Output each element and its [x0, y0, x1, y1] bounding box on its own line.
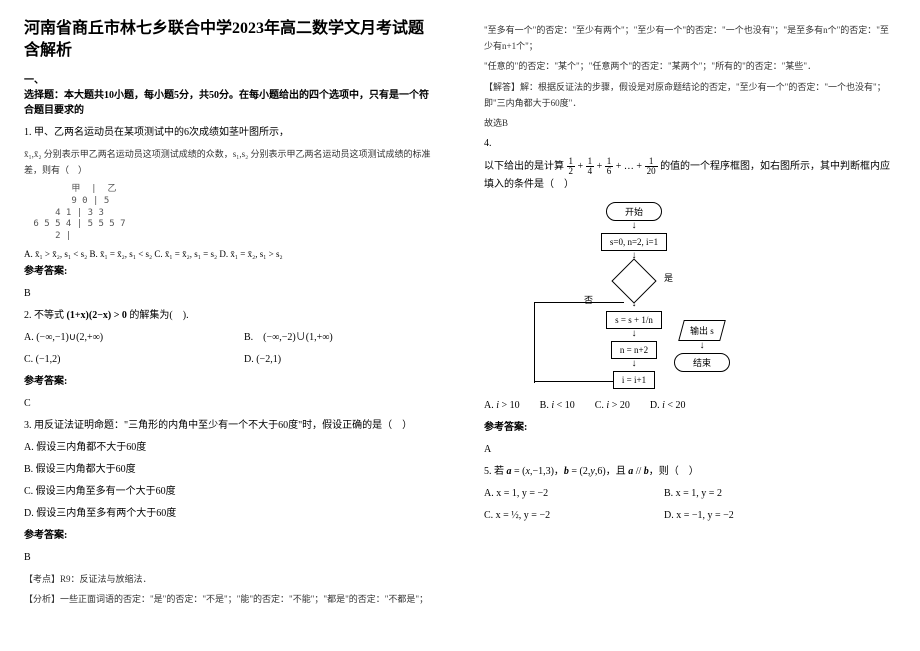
- r-text-1: "至多有一个"的否定："至少有两个"；"至少有一个"的否定："一个也没有"；"是…: [484, 22, 896, 54]
- frac-1-2: 12: [567, 157, 576, 176]
- fc-no-label: 否: [584, 293, 593, 306]
- q3-keypoint: 【考点】R9：反证法与放缩法．: [24, 571, 436, 587]
- fc-step1: s = s + 1/n: [606, 311, 662, 329]
- answer-label-1: 参考答案:: [24, 263, 436, 281]
- q3-analysis: 【分析】一些正面词语的否定："是"的否定："不是"；"能"的否定："不能"；"都…: [24, 591, 436, 607]
- q2-optD: D. (−2,1): [244, 351, 281, 369]
- fc-loop-top: [534, 302, 624, 304]
- stem-leaf-plot: 甲 | 乙 9 0 | 5 4 1 | 3 3 6 5 5 4 | 5 5 5 …: [28, 184, 436, 242]
- q5-row2: C. x = ½, y = −2 D. x = −1, y = −2: [484, 507, 896, 525]
- r-text-3: 【解答】解：根据反证法的步骤，假设是对原命题结论的否定，"至少有一个"的否定："…: [484, 79, 896, 111]
- q5-optA: A. x = 1, y = −2: [484, 485, 664, 503]
- q5-optC: C. x = ½, y = −2: [484, 507, 664, 525]
- q3-answer: B: [24, 549, 436, 567]
- fc-init: s=0, n=2, i=1: [601, 233, 667, 251]
- q5-text: 5. 若 a = (x,−1,3)，b = (2,y,6)，且 a // b，则…: [484, 463, 896, 481]
- fc-loop-line: [534, 302, 536, 383]
- fc-step2: n = n+2: [611, 341, 657, 359]
- doc-title: 河南省商丘市林七乡联合中学2023年高二数学文月考试题含解析: [24, 18, 436, 63]
- right-column: "至多有一个"的否定："至少有两个"；"至少有一个"的否定："一个也没有"；"是…: [460, 0, 920, 651]
- answer-label-4: 参考答案:: [484, 419, 896, 437]
- q5-row1: A. x = 1, y = −2 B. x = 1, y = 2: [484, 485, 896, 503]
- frac-1-4: 14: [586, 157, 595, 176]
- arrow-icon: ↓: [524, 221, 744, 233]
- diamond-icon: [611, 258, 656, 303]
- arrow-icon: ↓: [674, 341, 730, 353]
- q2-stem: 2. 不等式 (1+x)(2−x) > 0 的解集为( ).: [24, 310, 189, 321]
- left-column: 河南省商丘市林七乡联合中学2023年高二数学文月考试题含解析 一、 选择题：本大…: [0, 0, 460, 651]
- q1-options: A. x̄₁ > x̄₂, s₁ < s₂ B. x̄₁ = x̄₂, s₁ <…: [24, 249, 436, 259]
- q2-options-row2: C. (−1,2) D. (−2,1): [24, 351, 436, 369]
- q3-optC: C. 假设三内角至多有一个大于60度: [24, 483, 436, 501]
- q2-options-row1: A. (−∞,−1)∪(2,+∞) B. (−∞,−2)∪(1,+∞): [24, 329, 436, 347]
- q4-answer: A: [484, 441, 896, 459]
- fc-output: 输出 s: [678, 320, 725, 341]
- q3-optD: D. 假设三内角至多有两个大于60度: [24, 505, 436, 523]
- q4-text: 以下给出的是计算 12 + 14 + 16 + … + 120 的值的一个程序框…: [484, 157, 896, 194]
- q1-line2: x̄₁,x̄₂ 分别表示甲乙两名运动员这项测试成绩的众数，s₁,s₂ 分别表示甲…: [24, 146, 436, 178]
- q1-answer: B: [24, 285, 436, 303]
- section-1-heading: 一、 选择题：本大题共10小题，每小题5分，共50分。在每小题给出的四个选项中，…: [24, 73, 436, 118]
- q4-opts-text: A. i > 10 B. i < 10 C. i > 20 D. i < 20: [484, 400, 686, 411]
- q4-number: 4.: [484, 135, 896, 153]
- r-text-4: 故选B: [484, 115, 896, 131]
- q5-optD: D. x = −1, y = −2: [664, 507, 734, 525]
- q2-optA: A. (−∞,−1)∪(2,+∞): [24, 329, 244, 347]
- page: 河南省商丘市林七乡联合中学2023年高二数学文月考试题含解析 一、 选择题：本大…: [0, 0, 920, 651]
- fc-output-text: 输出 s: [690, 324, 714, 337]
- q3-text: 3. 用反证法证明命题："三角形的内角中至少有一个不大于60度"时，假设正确的是…: [24, 417, 436, 435]
- q2-answer: C: [24, 395, 436, 413]
- q4-options: A. i > 10 B. i < 10 C. i > 20 D. i < 20: [484, 397, 896, 415]
- q2-optC: C. (−1,2): [24, 351, 244, 369]
- q2-text: 2. 不等式 (1+x)(2−x) > 0 的解集为( ).: [24, 307, 436, 325]
- q3-optB: B. 假设三内角都大于60度: [24, 461, 436, 479]
- fc-decision: 否 是: [524, 265, 744, 299]
- flowchart: 开始 ↓ s=0, n=2, i=1 ↓ 否 是 输出 s ↓ 结束 ↓ s =…: [524, 202, 744, 389]
- fc-end: 结束: [674, 353, 730, 372]
- q5-optB: B. x = 1, y = 2: [664, 485, 722, 503]
- q2-optB: B. (−∞,−2)∪(1,+∞): [244, 329, 333, 347]
- frac-1-20: 120: [645, 157, 658, 176]
- frac-1-6: 16: [605, 157, 614, 176]
- q1-line1: 1. 甲、乙两名运动员在某项测试中的6次成绩如茎叶图所示，: [24, 124, 436, 142]
- q3-optA: A. 假设三内角都不大于60度: [24, 439, 436, 457]
- fc-output-branch: 输出 s ↓ 结束: [674, 320, 730, 372]
- answer-label-2: 参考答案:: [24, 373, 436, 391]
- q4-text-a: 以下给出的是计算: [484, 161, 567, 172]
- fc-step3: i = i+1: [613, 371, 655, 389]
- r-text-2: "任意的"的否定："某个"；"任意两个"的否定："某两个"；"所有的"的否定："…: [484, 58, 896, 74]
- fc-loop-bottom: [534, 381, 614, 383]
- fc-yes-label: 是: [664, 271, 673, 284]
- fc-start: 开始: [606, 202, 662, 221]
- answer-label-3: 参考答案:: [24, 527, 436, 545]
